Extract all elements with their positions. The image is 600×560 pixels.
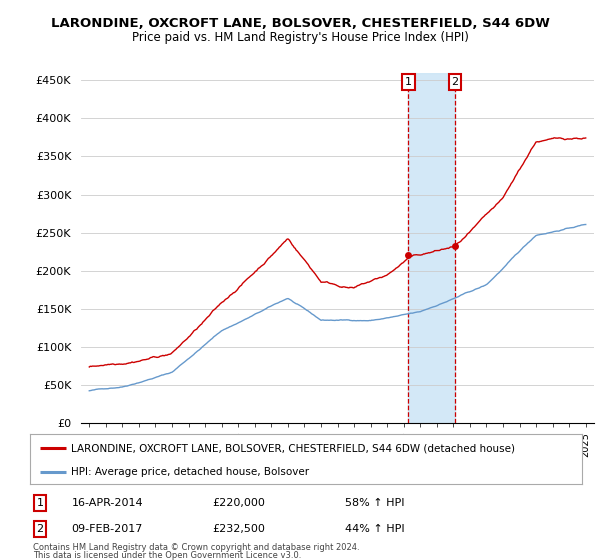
Text: 2: 2 <box>37 524 43 534</box>
Text: Contains HM Land Registry data © Crown copyright and database right 2024.: Contains HM Land Registry data © Crown c… <box>33 543 359 552</box>
Text: Price paid vs. HM Land Registry's House Price Index (HPI): Price paid vs. HM Land Registry's House … <box>131 31 469 44</box>
Text: HPI: Average price, detached house, Bolsover: HPI: Average price, detached house, Bols… <box>71 467 310 477</box>
Text: 1: 1 <box>405 77 412 87</box>
Bar <box>409 73 455 423</box>
Text: 09-FEB-2017: 09-FEB-2017 <box>71 524 143 534</box>
Text: 44% ↑ HPI: 44% ↑ HPI <box>344 524 404 534</box>
Text: This data is licensed under the Open Government Licence v3.0.: This data is licensed under the Open Gov… <box>33 551 301 560</box>
Text: £220,000: £220,000 <box>212 498 265 508</box>
Text: 1: 1 <box>37 498 43 508</box>
Text: 16-APR-2014: 16-APR-2014 <box>71 498 143 508</box>
Text: £232,500: £232,500 <box>212 524 265 534</box>
Text: 58% ↑ HPI: 58% ↑ HPI <box>344 498 404 508</box>
Text: LARONDINE, OXCROFT LANE, BOLSOVER, CHESTERFIELD, S44 6DW: LARONDINE, OXCROFT LANE, BOLSOVER, CHEST… <box>50 17 550 30</box>
Text: LARONDINE, OXCROFT LANE, BOLSOVER, CHESTERFIELD, S44 6DW (detached house): LARONDINE, OXCROFT LANE, BOLSOVER, CHEST… <box>71 443 515 453</box>
Text: 2: 2 <box>452 77 459 87</box>
